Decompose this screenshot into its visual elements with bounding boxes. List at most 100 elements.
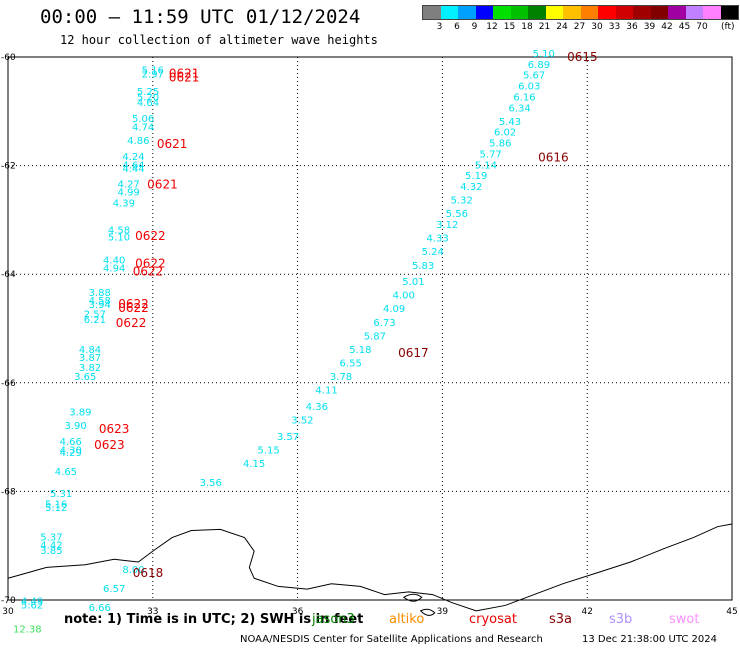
- pass-time-label: 0621: [157, 137, 188, 151]
- generated-timestamp: 13 Dec 21:38:00 UTC 2024: [582, 634, 717, 645]
- swh-value-label: 4.99: [118, 187, 140, 198]
- swh-value-label: 6.55: [340, 359, 362, 370]
- pass-time-label: 0622: [135, 229, 166, 243]
- swh-value-label: 2.97: [142, 70, 164, 81]
- legend-tick-label: 15: [503, 22, 516, 32]
- legend-swatch: [720, 6, 738, 19]
- satellite-altiko: altiko: [389, 612, 425, 627]
- swh-value-label: 5.06: [132, 114, 154, 125]
- swh-value-label: 5.87: [364, 331, 386, 342]
- swh-value-label: 5.16: [45, 500, 67, 511]
- pass-time-label: 0615: [567, 50, 598, 64]
- legend-swatch: [423, 6, 441, 19]
- swh-value-label: 3.12: [436, 220, 458, 231]
- legend-swatch: [440, 6, 458, 19]
- swh-value-label: 5.67: [523, 71, 545, 82]
- swh-value-label: 3.90: [64, 421, 86, 432]
- island-outline: [419, 608, 436, 616]
- legend-swatches: [422, 5, 739, 20]
- map-frame: [7, 56, 733, 601]
- island-outline: [402, 593, 423, 602]
- swh-value-label: 3.89: [69, 407, 91, 418]
- legend-tick-label: 24: [556, 22, 568, 32]
- pass-time-label: 0622: [135, 256, 166, 270]
- latitude-tick-label: -70: [1, 596, 16, 606]
- legend-swatch: [563, 6, 581, 19]
- legend-swatch: [580, 6, 598, 19]
- legend-tick-label: 6: [454, 22, 460, 32]
- legend-tick-label: 3: [436, 22, 443, 32]
- swh-value-label: 4.11: [315, 386, 337, 397]
- legend-tick-label: 12: [486, 22, 498, 32]
- swh-value-label: 6.03: [518, 82, 540, 93]
- swh-value-label: 4.64: [122, 160, 144, 171]
- latitude-tick-label: -68: [1, 487, 16, 497]
- swh-value-label: 5.10: [533, 49, 555, 60]
- swh-value-label: 4.33: [426, 234, 448, 245]
- swh-value-label: 3.78: [330, 372, 352, 383]
- swh-value-label: 4.30: [60, 445, 82, 456]
- swh-value-label: 5.37: [40, 532, 62, 543]
- swh-value-label: 5.10: [108, 233, 130, 244]
- swh-value-label: 6.34: [508, 103, 530, 114]
- swh-value-label: 4.32: [460, 182, 482, 193]
- swh-value-label: 4.40: [103, 255, 125, 266]
- pass-time-label: 0622: [116, 316, 147, 330]
- swh-value-label: 4.58: [89, 296, 111, 307]
- legend-swatch: [703, 6, 721, 19]
- satellite-s3b: s3b: [609, 612, 633, 627]
- swh-value-label: 3.94: [89, 300, 111, 311]
- latitude-tick-label: -62: [1, 162, 16, 172]
- swh-value-label: 3.56: [200, 478, 222, 489]
- coastline: [7, 523, 733, 612]
- swh-value-label: 3.52: [291, 416, 313, 427]
- swh-value-label: 5.01: [402, 277, 424, 288]
- legend-tick-label: 42: [661, 22, 673, 32]
- footer-note: note: 1) Time is in UTC; 2) SWH is in fe…: [64, 612, 364, 627]
- swh-value-label: 6.66: [89, 603, 111, 614]
- legend-tick-label: 33: [608, 22, 621, 32]
- swh-value-label: 5.32: [451, 196, 473, 207]
- swh-value-label: 3.82: [79, 363, 101, 374]
- swh-value-label: 5.18: [349, 345, 371, 356]
- page-title: 00:00 – 11:59 UTC 01/12/2024: [40, 6, 361, 28]
- swh-value-label: 4.24: [122, 152, 144, 163]
- swh-value-label: 4.42: [40, 540, 62, 551]
- legend-tick-label: 27: [573, 22, 586, 32]
- legend-swatch: [528, 6, 546, 19]
- legend-tick-label: 18: [521, 22, 533, 32]
- pass-time-label: 0622: [118, 297, 149, 311]
- longitude-tick-label: 36: [292, 607, 304, 617]
- swh-value-label: 4.27: [118, 179, 140, 190]
- swh-value-label: 3.87: [79, 353, 101, 364]
- swh-value-label: 5.77: [480, 149, 502, 160]
- swh-value-label: 5.86: [489, 139, 511, 150]
- swh-value-label: 4.65: [55, 467, 77, 478]
- pass-time-label: 0618: [133, 566, 164, 580]
- swh-value-label: 6.16: [513, 92, 535, 103]
- pass-time-label: 0621: [147, 178, 178, 192]
- satellite-s3a: s3a: [549, 612, 573, 627]
- swh-value-label: 4.36: [306, 402, 328, 413]
- longitude-tick-label: 39: [437, 607, 449, 617]
- swh-value-label: 4.15: [243, 459, 265, 470]
- longitude-tick-label: 42: [581, 607, 592, 617]
- legend-tick-label: 9: [471, 22, 478, 32]
- swh-value-label: 5.43: [499, 117, 521, 128]
- swh-value-label: 4.64: [137, 98, 159, 109]
- legend-tick-label: 70: [696, 22, 708, 32]
- pass-time-label: 0621: [169, 71, 200, 85]
- swh-value-label: 5.62: [21, 601, 43, 612]
- swh-value-label: 6.73: [373, 318, 395, 329]
- swh-value-label: 6.21: [84, 315, 106, 326]
- pass-time-label: 0616: [538, 150, 569, 164]
- swh-value-label: 4.29: [60, 448, 82, 459]
- legend-tick-label: 30: [591, 22, 603, 32]
- swh-value-label: 5.15: [258, 445, 280, 456]
- legend-swatch: [458, 6, 476, 19]
- satellite-cryosat: cryosat: [469, 612, 517, 627]
- longitude-tick-label: 30: [2, 607, 14, 617]
- swh-value-label: 3.57: [277, 432, 299, 443]
- swh-value-label: 5.12: [45, 503, 67, 514]
- swh-value-label: 6.57: [103, 584, 125, 595]
